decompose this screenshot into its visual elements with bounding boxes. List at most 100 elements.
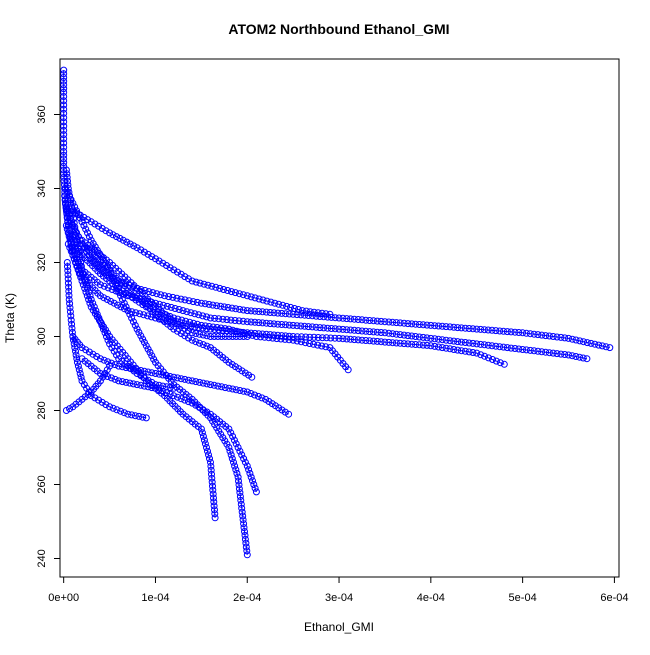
data-point: [64, 263, 71, 271]
data-point: [343, 315, 351, 323]
data-point: [137, 381, 145, 389]
data-point: [166, 264, 174, 272]
data-point: [95, 222, 103, 230]
data-point: [229, 385, 237, 393]
data-point: [64, 177, 71, 185]
data-point: [454, 324, 462, 332]
data-point: [339, 314, 347, 322]
x-tick-label: 2e-04: [233, 592, 261, 604]
y-axis-label: Theta (K): [3, 293, 17, 343]
data-point: [106, 340, 114, 348]
data-point: [185, 275, 192, 283]
data-point: [344, 366, 352, 374]
data-point: [185, 334, 192, 342]
data-point: [104, 358, 112, 366]
data-point: [373, 328, 381, 336]
data-point: [362, 327, 370, 335]
data-point: [196, 404, 203, 411]
data-point: [118, 378, 126, 386]
data-point: [274, 320, 282, 328]
data-point: [239, 306, 247, 314]
data-point: [77, 262, 85, 270]
data-point: [107, 270, 115, 278]
data-point: [591, 340, 599, 348]
data-point: [169, 293, 177, 301]
data-point: [209, 301, 217, 309]
data-point: [331, 334, 339, 342]
data-point: [298, 307, 306, 315]
data-point: [291, 305, 298, 312]
data-point: [235, 477, 242, 485]
data-point: [60, 97, 68, 105]
series-11: [69, 333, 293, 418]
data-point: [283, 302, 291, 310]
data-point: [61, 192, 69, 200]
data-point: [247, 390, 255, 397]
data-point: [196, 330, 203, 338]
data-point: [580, 338, 587, 346]
data-point: [129, 318, 137, 326]
data-point: [435, 335, 442, 343]
data-point: [148, 253, 156, 261]
data-point: [396, 339, 404, 347]
data-point: [215, 315, 223, 323]
data-point: [232, 386, 240, 394]
data-point: [312, 312, 320, 320]
data-point: [595, 341, 603, 349]
data-point: [515, 345, 523, 353]
data-point: [358, 336, 366, 344]
data-point: [400, 340, 408, 348]
data-point: [166, 390, 174, 398]
data-point: [80, 213, 88, 221]
plot-area: [60, 66, 614, 559]
data-point: [211, 510, 219, 518]
data-point: [209, 486, 217, 494]
data-point: [243, 462, 251, 470]
data-point: [73, 355, 81, 363]
data-point: [146, 348, 154, 356]
data-point: [177, 375, 185, 383]
data-point: [231, 462, 239, 470]
data-point: [61, 196, 69, 204]
data-point: [240, 524, 248, 532]
data-point: [235, 290, 243, 298]
data-point: [103, 366, 111, 374]
data-point: [209, 482, 216, 490]
data-point: [326, 310, 334, 318]
data-point: [177, 270, 185, 278]
data-point: [185, 376, 192, 384]
data-point: [104, 336, 112, 344]
data-point: [553, 333, 561, 341]
data-point: [75, 251, 83, 259]
data-point: [366, 317, 374, 324]
data-point: [389, 339, 397, 347]
data-point: [450, 323, 458, 331]
data-point: [108, 344, 116, 352]
data-point: [135, 412, 143, 420]
data-point: [211, 314, 219, 322]
data-point: [362, 316, 370, 324]
data-point: [96, 281, 104, 289]
data-point: [225, 444, 233, 451]
data-point: [294, 306, 302, 313]
data-point: [511, 345, 519, 352]
data-point: [561, 334, 569, 342]
data-point: [133, 366, 141, 374]
data-point: [485, 354, 492, 362]
data-point: [68, 203, 75, 211]
data-point: [131, 412, 139, 420]
data-point: [78, 266, 86, 274]
data-point: [285, 410, 293, 418]
data-point: [242, 543, 250, 551]
data-point: [60, 88, 68, 96]
data-point: [427, 321, 435, 329]
data-point: [235, 485, 243, 493]
data-point: [415, 333, 423, 341]
data-point: [568, 335, 576, 343]
data-point: [65, 188, 73, 196]
data-point: [67, 238, 75, 246]
data-point: [60, 118, 68, 126]
data-point: [314, 341, 322, 349]
data-point: [87, 218, 95, 226]
data-point: [60, 139, 68, 147]
